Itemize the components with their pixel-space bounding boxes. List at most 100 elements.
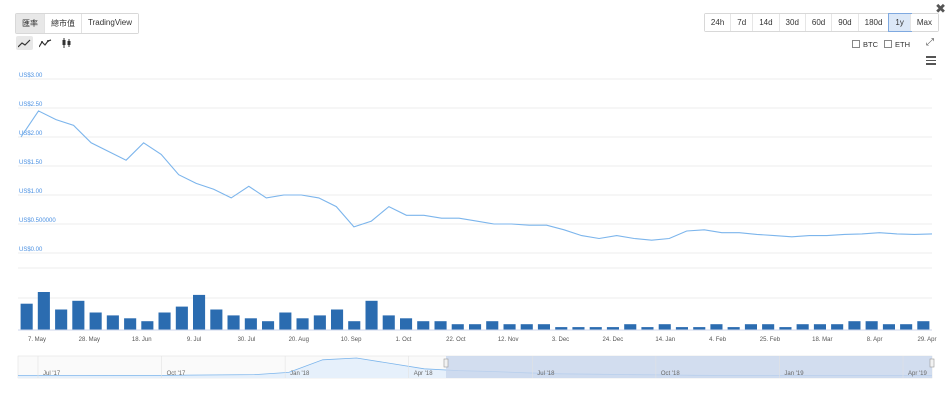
candlestick-icon[interactable]: [58, 36, 75, 50]
volume-bar: [537, 324, 550, 330]
range-tabs: 24h 7d 14d 30d 60d 90d 180d 1y Max: [703, 13, 939, 32]
y-tick-label: US$0.500000: [19, 218, 56, 224]
hamburger-menu-icon[interactable]: [926, 54, 936, 67]
navigator-handle-left: [443, 358, 449, 368]
range-max[interactable]: Max: [910, 14, 938, 31]
navigator-tick-label: Apr '18: [414, 371, 433, 377]
navigator-tick-label: Jan '18: [290, 371, 310, 377]
volume-bar: [193, 294, 206, 330]
x-axis-labels: 7. May 28. May 18. Jun 9. Jul 30. Jul 20. Aug…: [28, 337, 937, 343]
volume-bar: [848, 321, 861, 330]
close-icon[interactable]: ✖: [935, 2, 946, 17]
volume-bar: [693, 327, 706, 330]
volume-bar: [158, 312, 171, 330]
line-chart-icon[interactable]: [16, 36, 33, 50]
volume-bar: [37, 292, 50, 330]
compare-btc-checkbox[interactable]: BTC: [852, 40, 878, 49]
y-tick-label: US$2.50: [19, 102, 43, 108]
volume-bar: [279, 312, 292, 330]
x-tick-label: 18. Mar: [812, 337, 832, 343]
range-7d[interactable]: 7d: [731, 14, 754, 31]
x-tick-label: 30. Jul: [238, 337, 256, 343]
volume-bar: [348, 321, 361, 330]
compare-eth-checkbox[interactable]: ETH: [884, 40, 910, 49]
expand-icon[interactable]: ⤢: [926, 37, 934, 48]
volume-bar: [72, 300, 85, 330]
navigator-tick-label: Jul '18: [537, 371, 555, 377]
range-24h[interactable]: 24h: [704, 14, 732, 31]
compare-eth-label: ETH: [895, 40, 910, 49]
volume-bar: [675, 327, 688, 330]
range-14d[interactable]: 14d: [753, 14, 780, 31]
range-60d[interactable]: 60d: [805, 14, 833, 31]
volume-bar: [106, 315, 119, 330]
navigator[interactable]: Jul '17 Oct '17 Jan '18 Apr '18 Jul '18 Oct '…: [17, 355, 935, 379]
y-tick-label: US$1.00: [19, 189, 43, 195]
smooth-line-icon[interactable]: [37, 36, 54, 50]
volume-bar: [503, 324, 516, 330]
volume-bar: [141, 321, 154, 330]
x-tick-label: 12. Nov: [498, 337, 519, 343]
volume-bar: [365, 300, 378, 330]
volume-bar: [296, 318, 309, 330]
volume-bar: [331, 309, 344, 330]
chart-type-switcher: [16, 36, 75, 50]
volume-bar: [55, 309, 68, 330]
x-tick-label: 29. Apr: [917, 337, 936, 343]
volume-bar: [175, 306, 188, 330]
y-axis-labels: US$3.00 US$2.50 US$2.00 US$1.50 US$1.00 US$0.…: [19, 73, 56, 253]
tab-tradingview[interactable]: TradingView: [82, 14, 139, 33]
range-90d[interactable]: 90d: [832, 14, 859, 31]
x-tick-label: 20. Aug: [289, 337, 309, 343]
navigator-handle-right: [929, 358, 935, 368]
x-tick-label: 7. May: [28, 337, 46, 343]
volume-bar: [486, 321, 499, 330]
volume-bar: [744, 324, 757, 330]
volume-bar: [779, 327, 792, 330]
volume-bar: [451, 324, 464, 330]
volume-bar: [813, 324, 826, 330]
volume-bar: [227, 315, 240, 330]
volume-bar: [400, 318, 413, 330]
volume-bar: [210, 309, 223, 330]
y-tick-label: US$2.00: [19, 131, 43, 137]
range-30d[interactable]: 30d: [779, 14, 806, 31]
volume-bar: [262, 321, 275, 330]
navigator-selection: [446, 356, 932, 378]
x-tick-label: 24. Dec: [603, 337, 624, 343]
y-tick-label: US$3.00: [19, 73, 43, 79]
price-series-line: [20, 110, 933, 241]
navigator-tick-label: Jul '17: [43, 371, 61, 377]
tab-market-cap[interactable]: 總市值: [45, 14, 82, 33]
volume-bar: [900, 324, 913, 330]
tab-exchange-rate[interactable]: 匯率: [16, 14, 45, 33]
volume-bar: [641, 327, 654, 330]
navigator-tick-label: Jan '19: [784, 371, 804, 377]
range-180d[interactable]: 180d: [858, 14, 890, 31]
volume-bar: [658, 324, 671, 330]
volume-bar: [572, 327, 585, 330]
volume-bar: [382, 315, 395, 330]
x-tick-label: 1. Oct: [395, 337, 411, 343]
volume-bar: [89, 312, 102, 330]
navigator-tick-label: Oct '18: [661, 371, 680, 377]
x-tick-label: 22. Oct: [446, 337, 466, 343]
compare-btc-label: BTC: [863, 40, 878, 49]
volume-bar: [727, 327, 740, 330]
x-tick-label: 18. Jun: [132, 337, 152, 343]
volume-bar: [624, 324, 637, 330]
volume-bar: [520, 324, 533, 330]
x-tick-label: 3. Dec: [552, 337, 569, 343]
volume-bar: [417, 321, 430, 330]
grid-lines: [18, 78, 932, 299]
x-tick-label: 14. Jan: [655, 337, 675, 343]
volume-bar: [555, 327, 568, 330]
x-tick-label: 4. Feb: [709, 337, 727, 343]
volume-bar: [796, 324, 809, 330]
range-1y[interactable]: 1y: [888, 13, 912, 32]
volume-bar: [589, 327, 602, 330]
x-tick-label: 28. May: [79, 337, 100, 343]
x-tick-label: 10. Sep: [341, 337, 362, 343]
volume-bar: [124, 318, 137, 330]
